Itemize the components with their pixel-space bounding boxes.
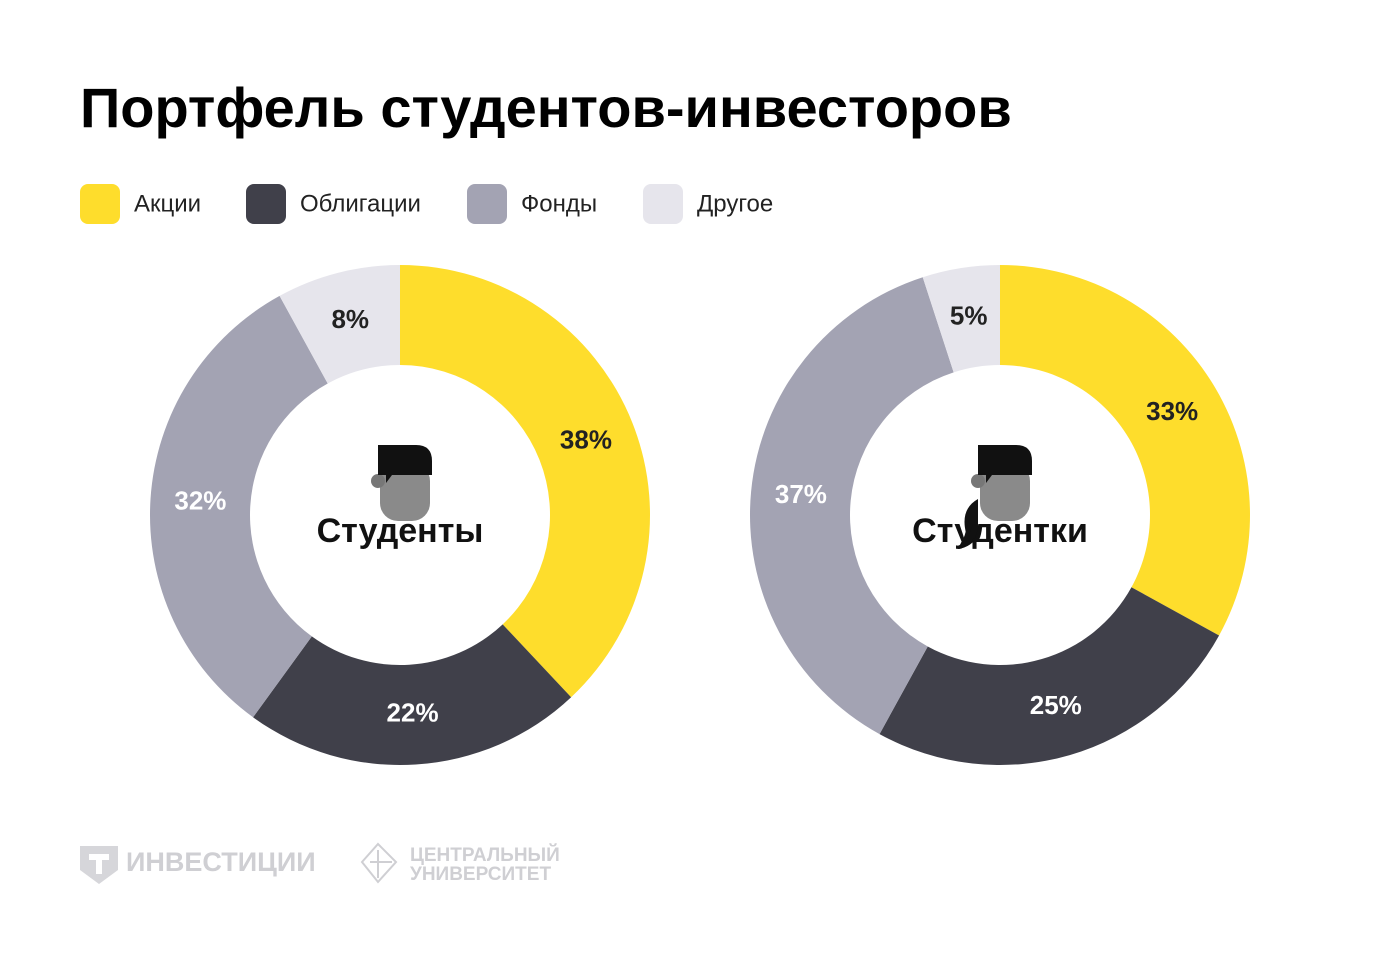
donut-segment — [879, 587, 1220, 766]
legend-swatch — [643, 184, 683, 224]
icon-ear — [371, 474, 385, 488]
logo-text: ЦЕНТРАЛЬНЫЙ — [410, 844, 560, 866]
value-label: 8% — [331, 304, 369, 334]
donut-title: Студентки — [912, 512, 1088, 550]
legend-label: Акции — [134, 190, 201, 217]
donut-segment — [922, 265, 1000, 373]
legend-label: Другое — [697, 190, 773, 217]
legend-label: Облигации — [300, 190, 421, 217]
donut-segment — [750, 277, 954, 735]
logo-mark — [89, 854, 109, 874]
value-label: 38% — [560, 424, 612, 454]
chart-title: Портфель студентов-инвесторов — [80, 76, 1012, 139]
donut-segment — [400, 265, 651, 698]
icon-face — [380, 463, 430, 521]
donut-segment — [279, 265, 400, 384]
value-label: 33% — [1146, 396, 1198, 426]
donut-segment — [253, 624, 572, 765]
icon-ear — [971, 474, 985, 488]
icon-hair — [978, 445, 1032, 483]
icon-hair — [958, 499, 978, 549]
logo-text: ИНВЕСТИЦИИ — [126, 847, 316, 877]
legend-label: Фонды — [521, 190, 597, 217]
legend-swatch — [80, 184, 120, 224]
footer: ИНВЕСТИЦИИ ЦЕНТРАЛЬНЫЙ УНИВЕРСИТЕТ — [80, 842, 560, 885]
value-label: 5% — [950, 300, 988, 330]
value-label: 25% — [1030, 690, 1082, 720]
icon-face — [980, 463, 1030, 521]
value-label: 32% — [174, 485, 226, 515]
donut-segment — [149, 295, 328, 718]
legend-swatch — [467, 184, 507, 224]
legend-swatch — [246, 184, 286, 224]
donut-segment — [1000, 265, 1250, 636]
value-label: 37% — [775, 479, 827, 509]
donut-title: Студенты — [317, 512, 484, 550]
icon-hair — [378, 445, 432, 483]
value-label: 22% — [387, 697, 439, 727]
logo-text: УНИВЕРСИТЕТ — [410, 864, 551, 885]
logo-icon — [360, 842, 398, 884]
